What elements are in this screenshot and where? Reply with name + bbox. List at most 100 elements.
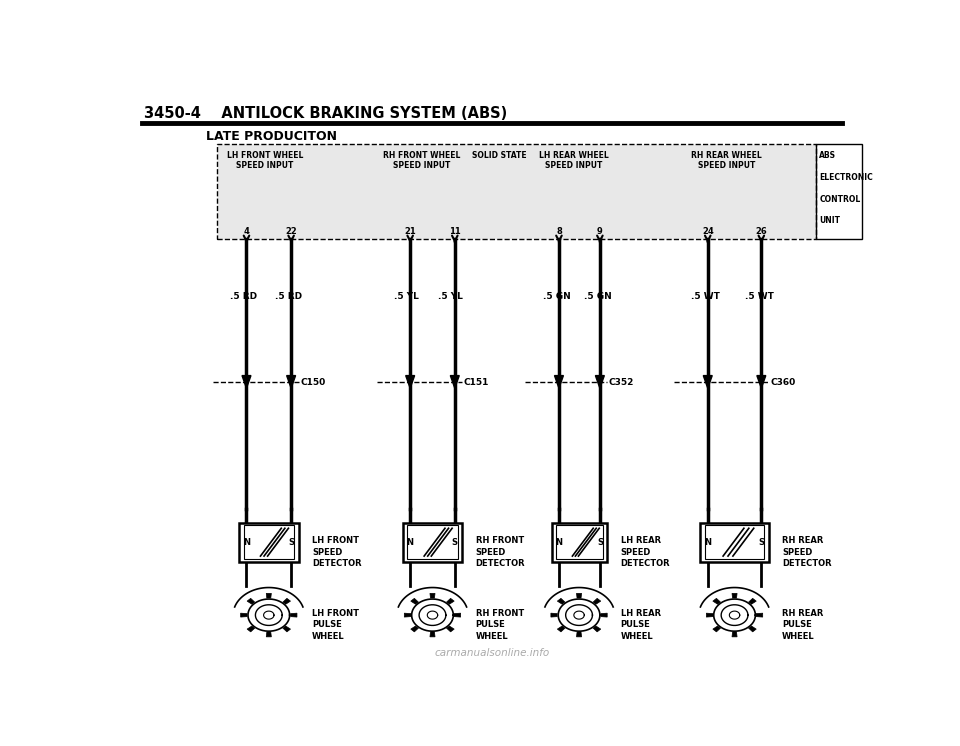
Text: 4: 4 bbox=[244, 227, 250, 236]
Text: 8: 8 bbox=[556, 227, 562, 236]
Text: RH REAR
PULSE
WHEEL: RH REAR PULSE WHEEL bbox=[782, 609, 824, 641]
Polygon shape bbox=[287, 375, 296, 388]
Polygon shape bbox=[558, 599, 600, 631]
Polygon shape bbox=[266, 631, 272, 637]
Text: .5 GN: .5 GN bbox=[542, 292, 570, 301]
Text: RH FRONT
PULSE
WHEEL: RH FRONT PULSE WHEEL bbox=[475, 609, 524, 641]
Polygon shape bbox=[242, 375, 251, 388]
Polygon shape bbox=[713, 598, 721, 605]
Text: .5 RD: .5 RD bbox=[230, 292, 257, 301]
Text: N: N bbox=[705, 538, 711, 547]
Polygon shape bbox=[453, 613, 461, 617]
Text: N: N bbox=[407, 538, 414, 547]
Polygon shape bbox=[427, 611, 438, 619]
Polygon shape bbox=[282, 598, 291, 605]
Text: 21: 21 bbox=[404, 227, 416, 236]
Text: S: S bbox=[597, 538, 603, 547]
Bar bbox=[407, 525, 458, 559]
Polygon shape bbox=[577, 631, 582, 637]
Text: LH FRONT WHEEL
SPEED INPUT: LH FRONT WHEEL SPEED INPUT bbox=[227, 151, 303, 170]
Text: .5 WT: .5 WT bbox=[745, 292, 774, 301]
Polygon shape bbox=[730, 611, 740, 619]
Polygon shape bbox=[412, 599, 453, 631]
Polygon shape bbox=[574, 611, 585, 619]
Polygon shape bbox=[406, 375, 415, 388]
Polygon shape bbox=[704, 375, 712, 388]
Polygon shape bbox=[248, 599, 290, 631]
Polygon shape bbox=[592, 625, 601, 632]
Polygon shape bbox=[748, 598, 756, 605]
Polygon shape bbox=[577, 593, 582, 599]
Polygon shape bbox=[404, 613, 412, 617]
Text: RH REAR WHEEL
SPEED INPUT: RH REAR WHEEL SPEED INPUT bbox=[691, 151, 761, 170]
Polygon shape bbox=[445, 625, 454, 632]
Text: 26: 26 bbox=[756, 227, 767, 236]
Polygon shape bbox=[595, 375, 605, 388]
Text: 3450-4    ANTILOCK BRAKING SYSTEM (ABS): 3450-4 ANTILOCK BRAKING SYSTEM (ABS) bbox=[144, 106, 507, 121]
Polygon shape bbox=[600, 613, 608, 617]
Bar bbox=[701, 523, 769, 562]
Text: 22: 22 bbox=[285, 227, 297, 236]
Polygon shape bbox=[290, 613, 297, 617]
Text: LH FRONT
PULSE
WHEEL: LH FRONT PULSE WHEEL bbox=[312, 609, 359, 641]
Polygon shape bbox=[445, 598, 454, 605]
Bar bbox=[239, 523, 299, 562]
Polygon shape bbox=[558, 598, 565, 605]
Text: carmanualsonline.info: carmanualsonline.info bbox=[434, 648, 550, 658]
Polygon shape bbox=[732, 593, 737, 599]
Text: 11: 11 bbox=[449, 227, 461, 236]
Text: LATE PRODUCITON: LATE PRODUCITON bbox=[205, 130, 337, 142]
Polygon shape bbox=[732, 631, 737, 637]
Text: C150: C150 bbox=[300, 378, 325, 387]
Text: RH FRONT
SPEED
DETECTOR: RH FRONT SPEED DETECTOR bbox=[475, 536, 525, 568]
Polygon shape bbox=[713, 599, 756, 631]
Polygon shape bbox=[247, 625, 255, 632]
Bar bbox=[403, 523, 463, 562]
Bar bbox=[705, 525, 764, 559]
Text: S: S bbox=[452, 538, 458, 547]
Text: C352: C352 bbox=[609, 378, 635, 387]
Polygon shape bbox=[266, 593, 272, 599]
Bar bbox=[816, 144, 862, 239]
Text: C360: C360 bbox=[770, 378, 796, 387]
Text: 9: 9 bbox=[597, 227, 603, 236]
Text: RH FRONT WHEEL
SPEED INPUT: RH FRONT WHEEL SPEED INPUT bbox=[383, 151, 460, 170]
Text: .5 GN: .5 GN bbox=[584, 292, 612, 301]
Bar bbox=[556, 525, 603, 559]
Polygon shape bbox=[430, 631, 435, 637]
Text: S: S bbox=[288, 538, 294, 547]
Polygon shape bbox=[241, 613, 248, 617]
Text: UNIT: UNIT bbox=[820, 216, 840, 225]
Text: N: N bbox=[243, 538, 250, 547]
Polygon shape bbox=[450, 375, 459, 388]
Polygon shape bbox=[707, 613, 714, 617]
Text: .5 YL: .5 YL bbox=[439, 292, 464, 301]
Polygon shape bbox=[592, 598, 601, 605]
Text: ELECTRONIC: ELECTRONIC bbox=[820, 173, 873, 182]
Polygon shape bbox=[430, 593, 435, 599]
Polygon shape bbox=[558, 625, 565, 632]
Bar bbox=[244, 525, 294, 559]
Polygon shape bbox=[551, 613, 559, 617]
Polygon shape bbox=[756, 613, 762, 617]
Text: LH FRONT
SPEED
DETECTOR: LH FRONT SPEED DETECTOR bbox=[312, 536, 362, 568]
Polygon shape bbox=[282, 625, 291, 632]
Text: S: S bbox=[758, 538, 764, 547]
Polygon shape bbox=[756, 375, 766, 388]
Text: C151: C151 bbox=[464, 378, 489, 387]
Text: .5 WT: .5 WT bbox=[691, 292, 720, 301]
Polygon shape bbox=[713, 625, 721, 632]
Text: SOLID STATE: SOLID STATE bbox=[472, 151, 527, 160]
Text: ABS: ABS bbox=[820, 151, 836, 160]
Text: RH REAR
SPEED
DETECTOR: RH REAR SPEED DETECTOR bbox=[782, 536, 831, 568]
Text: LH REAR
SPEED
DETECTOR: LH REAR SPEED DETECTOR bbox=[621, 536, 670, 568]
Polygon shape bbox=[247, 598, 255, 605]
Bar bbox=[217, 144, 816, 239]
Polygon shape bbox=[411, 625, 420, 632]
Text: 24: 24 bbox=[702, 227, 713, 236]
Polygon shape bbox=[264, 611, 274, 619]
Polygon shape bbox=[748, 625, 756, 632]
Text: CONTROL: CONTROL bbox=[820, 195, 860, 204]
Text: .5 YL: .5 YL bbox=[394, 292, 419, 301]
Text: N: N bbox=[556, 538, 563, 547]
